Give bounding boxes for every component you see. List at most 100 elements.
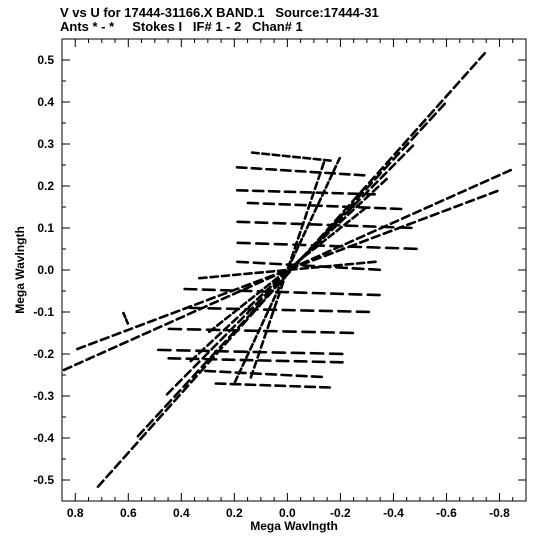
uv-point: [351, 267, 365, 271]
uv-point: [334, 216, 344, 225]
uv-point: [233, 375, 239, 384]
uv-point: [214, 331, 223, 340]
uv-point: [263, 282, 272, 290]
uv-point: [406, 144, 415, 153]
uv-point: [222, 323, 231, 332]
y-tick-label: -0.3: [33, 389, 54, 403]
uv-point: [298, 237, 304, 246]
uv-point: [303, 250, 312, 258]
uv-point: [172, 393, 181, 403]
uv-point: [122, 311, 127, 319]
uv-point: [269, 262, 283, 266]
uv-point: [401, 137, 410, 147]
y-tick-label: -0.1: [33, 305, 54, 319]
uv-point: [156, 412, 165, 422]
uv-point: [250, 151, 260, 155]
uv-point: [376, 165, 385, 175]
plot-title: V vs U for 17444-31166.X BAND.1 Source:1…: [60, 5, 379, 20]
y-tick-label: 0.3: [37, 137, 54, 151]
uv-point: [170, 309, 181, 315]
uv-point: [355, 200, 364, 209]
uv-point: [355, 234, 366, 241]
plot-subtitle: Ants * - * Stokes I IF# 1 - 2 Chan# 1: [60, 19, 303, 34]
uv-point: [468, 183, 479, 190]
uv-point: [325, 225, 335, 234]
uv-point: [476, 194, 487, 200]
uv-point: [338, 216, 347, 224]
uv-point: [301, 229, 307, 238]
uv-point: [382, 161, 392, 171]
uv-point: [261, 152, 271, 156]
uv-point: [271, 153, 281, 157]
uv-point: [295, 374, 308, 378]
uv-point: [380, 177, 388, 186]
uv-point: [130, 441, 139, 451]
uv-point: [236, 260, 250, 264]
uv-point: [273, 280, 282, 290]
uv-point: [344, 262, 355, 266]
uv-point: [146, 318, 157, 324]
uv-point: [272, 277, 281, 286]
uv-point: [400, 214, 411, 220]
uv-point: [219, 370, 232, 374]
uv-point: [317, 197, 323, 206]
uv-point: [252, 359, 258, 369]
uv-point: [223, 313, 232, 321]
uv-point: [220, 294, 231, 301]
uv-point: [291, 155, 302, 159]
uv-point: [265, 269, 276, 274]
uv-point: [245, 351, 251, 359]
x-tick-label: -0.2: [330, 506, 351, 520]
uv-point: [219, 333, 228, 342]
x-tick-label: 0.2: [226, 506, 243, 520]
uv-point: [243, 272, 253, 276]
uv-point: [373, 171, 383, 181]
uv-point: [321, 249, 332, 256]
uv-point: [236, 315, 246, 324]
uv-point: [273, 300, 278, 310]
uv-point: [272, 279, 281, 288]
uv-point: [343, 219, 351, 227]
y-tick-label: -0.2: [33, 347, 54, 361]
uv-point: [303, 210, 309, 220]
uv-point: [322, 158, 332, 162]
uv-point: [163, 398, 173, 408]
uv-point: [85, 355, 96, 362]
uv-point: [201, 351, 210, 360]
x-tick-label: -0.8: [489, 506, 510, 520]
uv-point: [243, 284, 253, 291]
uv-point: [302, 156, 312, 160]
uv-point: [271, 294, 277, 303]
uv-point: [239, 308, 248, 317]
uv-point: [248, 343, 254, 351]
uv-point: [205, 296, 216, 302]
uv-point: [164, 320, 174, 326]
uv-point: [191, 369, 200, 379]
uv-point: [389, 219, 400, 226]
uv-point: [312, 157, 322, 161]
uv-point: [294, 169, 307, 173]
uv-point: [234, 371, 247, 375]
uv-point: [313, 205, 319, 214]
y-tick-labels: 0.5 0.4 0.3 0.2 0.1 0.0 -0.1 -0.2 -0.3 -0.4 -0.5: [33, 53, 54, 487]
uv-point: [366, 260, 377, 264]
uv-point: [105, 469, 114, 479]
uv-point: [231, 273, 242, 277]
uv-point: [434, 199, 445, 205]
uv-point: [255, 293, 264, 301]
uv-point: [158, 313, 169, 320]
uv-point: [264, 372, 278, 376]
uv-point: [235, 165, 248, 170]
x-axis-title: Mega Wavlngth: [250, 519, 338, 533]
uv-point: [335, 225, 343, 233]
uv-point: [423, 204, 434, 210]
uv-point: [276, 268, 287, 273]
uv-point: [299, 266, 310, 271]
uv-point: [352, 198, 361, 207]
uv-point: [337, 211, 346, 221]
uv-point: [333, 263, 343, 267]
uv-point: [174, 378, 183, 387]
uv-point: [464, 198, 476, 205]
uv-point: [175, 314, 186, 321]
uv-point: [198, 365, 207, 375]
